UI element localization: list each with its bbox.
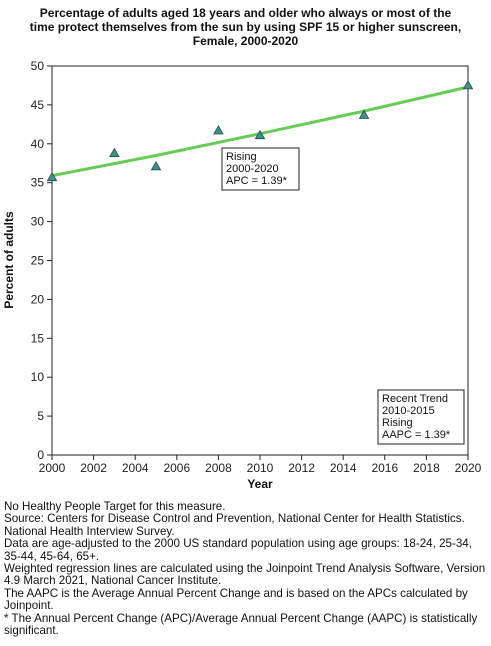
x-tick-label: 2000 <box>39 461 66 475</box>
data-point <box>213 125 224 135</box>
chart-title-line-3: Female, 2000-2020 <box>192 34 299 48</box>
data-point <box>109 147 120 157</box>
data-point <box>254 129 266 140</box>
note-age-adjusted: Data are age-adjusted to the 2000 US sta… <box>4 537 472 563</box>
annotation-line: APC = 1.39* <box>226 175 288 187</box>
note-source: Source: Centers for Disease Control and … <box>4 512 465 538</box>
y-tick-label: 40 <box>31 137 45 151</box>
x-tick-label: 2008 <box>205 461 232 475</box>
y-axis-label: Percent of adults <box>2 211 16 309</box>
x-tick-label: 2014 <box>330 461 357 475</box>
chart-area: 0 5 10 15 20 25 30 35 40 45 50 2000 2002 2004 2006 2008… <box>2 59 482 491</box>
note-target: No Healthy People Target for this measur… <box>4 500 226 513</box>
x-axis-label: Year <box>247 477 273 491</box>
x-tick-label: 2004 <box>122 461 149 475</box>
annotation-line: Rising <box>226 151 257 163</box>
x-tick-label: 2018 <box>413 461 440 475</box>
footnotes: No Healthy People Target for this measur… <box>4 500 488 638</box>
x-tick-label: 2020 <box>455 461 482 475</box>
y-tick-label: 15 <box>31 331 45 345</box>
annotation-line: AAPC = 1.39* <box>382 429 451 441</box>
x-tick-label: 2010 <box>247 461 274 475</box>
y-tick-label: 30 <box>31 215 45 229</box>
y-tick-label: 45 <box>31 98 45 112</box>
y-tick-label: 10 <box>31 370 45 384</box>
y-tick-label: 20 <box>31 292 45 306</box>
x-tick-label: 2006 <box>163 461 190 475</box>
annotation-box <box>221 147 300 191</box>
y-tick-label: 25 <box>31 254 45 268</box>
annotation-line: Rising <box>382 417 413 429</box>
y-tick-label: 50 <box>31 59 45 73</box>
note-significance: * The Annual Percent Change (APC)/Averag… <box>4 611 478 638</box>
note-aapc: The AAPC is the Average Annual Percent C… <box>4 586 468 613</box>
data-point <box>46 171 58 182</box>
axes: 0 5 10 15 20 25 30 35 40 45 50 2000 2002 2004 2006 2008… <box>31 59 482 475</box>
note-regression: Weighted regression lines are calculated… <box>4 562 486 588</box>
annotation-box <box>377 389 465 445</box>
y-tick-label: 0 <box>37 448 44 462</box>
data-point <box>150 160 162 171</box>
y-tick-label: 35 <box>31 176 45 190</box>
y-tick-label: 5 <box>37 409 44 423</box>
x-tick-label: 2016 <box>371 461 398 475</box>
data-point <box>462 80 474 90</box>
x-tick-label: 2012 <box>288 461 315 475</box>
chart-title-line-1: Percentage of adults aged 18 years and o… <box>39 6 452 20</box>
annotation-line: Recent Trend <box>382 393 448 405</box>
chart-title-line-2: time protect themselves from the sun by … <box>29 20 462 34</box>
points-layer <box>46 80 474 182</box>
x-tick-label: 2002 <box>80 461 107 475</box>
annotation-line: 2010-2015 <box>382 405 435 417</box>
data-point <box>358 109 370 119</box>
annotation-line: 2000-2020 <box>226 163 279 175</box>
chart-title: Percentage of adults aged 18 years and o… <box>0 6 491 48</box>
